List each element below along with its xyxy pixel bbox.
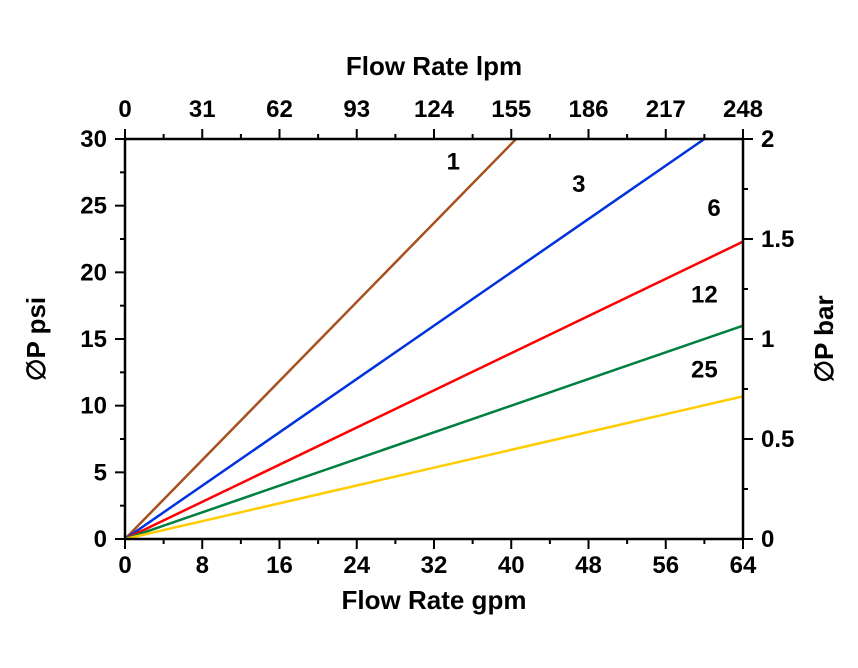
xtick-bottom-label: 32: [421, 552, 448, 579]
chart-container: 1361225081624324048566403162931241551862…: [0, 0, 858, 668]
ytick-left-label: 0: [94, 526, 107, 553]
xtick-bottom-label: 8: [196, 552, 209, 579]
ytick-left-label: 5: [94, 459, 107, 486]
xtick-bottom-label: 48: [575, 552, 602, 579]
series-label-1: 1: [447, 148, 460, 175]
ytick-right-label: 2: [761, 126, 774, 153]
xtick-top-label: 155: [491, 96, 531, 123]
axis-title-bottom: Flow Rate gpm: [342, 585, 527, 615]
xtick-bottom-label: 16: [266, 552, 293, 579]
series-label-12: 12: [691, 282, 718, 309]
series-label-25: 25: [691, 356, 718, 383]
xtick-bottom-label: 24: [343, 552, 370, 579]
xtick-top-label: 93: [343, 96, 370, 123]
xtick-top-label: 62: [266, 96, 293, 123]
xtick-bottom-label: 0: [118, 552, 131, 579]
xtick-bottom-label: 64: [730, 552, 757, 579]
series-label-6: 6: [707, 195, 720, 222]
ytick-right-label: 0.5: [761, 426, 794, 453]
xtick-top-label: 0: [118, 96, 131, 123]
xtick-top-label: 124: [414, 96, 455, 123]
ytick-right-label: 1: [761, 326, 774, 353]
axis-title-top: Flow Rate lpm: [346, 51, 522, 81]
series-label-3: 3: [572, 171, 585, 198]
ytick-left-label: 20: [80, 259, 107, 286]
axis-title-right: ∅P bar: [809, 295, 839, 382]
xtick-top-label: 31: [189, 96, 216, 123]
ytick-left-label: 25: [80, 193, 107, 220]
ytick-left-label: 15: [80, 326, 107, 353]
xtick-bottom-label: 40: [498, 552, 525, 579]
xtick-bottom-label: 56: [652, 552, 679, 579]
axis-title-left: ∅P psi: [21, 297, 51, 381]
ytick-left-label: 30: [80, 126, 107, 153]
ytick-right-label: 1.5: [761, 226, 794, 253]
ytick-right-label: 0: [761, 526, 774, 553]
xtick-top-label: 186: [568, 96, 608, 123]
ytick-left-label: 10: [80, 393, 107, 420]
xtick-top-label: 248: [723, 96, 763, 123]
xtick-top-label: 217: [646, 96, 686, 123]
flow-rate-pressure-chart: 1361225081624324048566403162931241551862…: [0, 0, 858, 668]
